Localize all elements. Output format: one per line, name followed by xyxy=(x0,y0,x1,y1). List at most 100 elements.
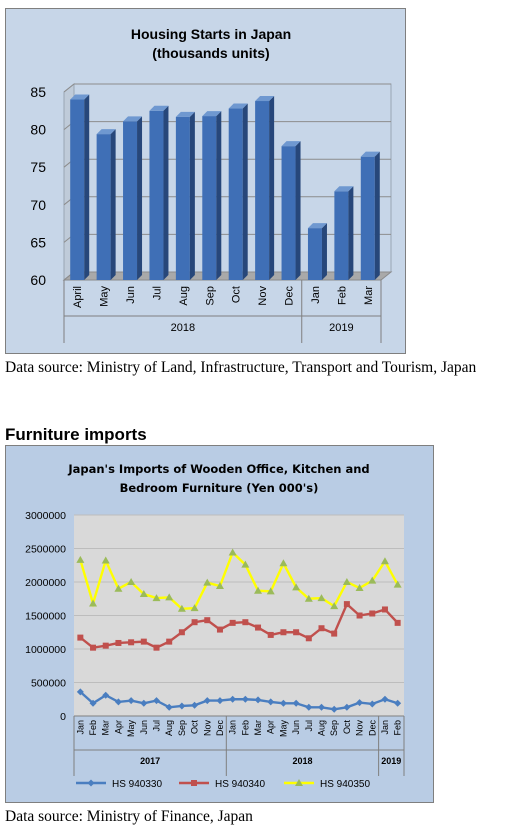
chart2-xtick-label: Apr xyxy=(113,720,123,734)
chart2-point xyxy=(279,559,288,567)
chart1-bar xyxy=(334,191,349,280)
chart1-bar-top xyxy=(360,151,380,157)
chart1-bar xyxy=(202,116,217,281)
chart2-point xyxy=(305,703,313,711)
chart1-bar-top xyxy=(175,111,195,117)
chart1-xtick-label: Sep xyxy=(204,286,216,306)
chart2-point xyxy=(381,606,388,613)
chart1-bar-side xyxy=(242,103,248,280)
chart2-point xyxy=(90,644,97,651)
chart2-point xyxy=(318,625,325,632)
chart1-bar-side xyxy=(137,116,143,280)
chart1-title-line1: Housing Starts in Japan xyxy=(131,26,291,42)
chart2-xtick-label: Jan xyxy=(228,720,238,735)
chart2-point xyxy=(153,644,160,651)
chart2-point xyxy=(76,555,85,563)
chart2-point xyxy=(242,619,249,626)
chart2-point xyxy=(267,631,274,638)
chart2-point xyxy=(165,593,174,601)
chart2-point xyxy=(279,699,287,707)
chart1-bar-top xyxy=(149,105,169,111)
chart2-point xyxy=(101,556,110,564)
chart1-ytick-label: 85 xyxy=(30,84,46,100)
chart2-point xyxy=(369,610,376,617)
chart1-xtick-label: Oct xyxy=(231,286,243,303)
chart2-xtick-label: Nov xyxy=(202,720,212,737)
chart2-point xyxy=(127,578,136,585)
chart2-xtick-label: Dec xyxy=(367,720,377,737)
chart2-point xyxy=(76,688,84,696)
chart1-bar-side xyxy=(374,151,380,280)
chart2-xtick-label: May xyxy=(126,720,136,738)
chart2-xtick-label: Jan xyxy=(380,720,390,735)
chart1-data-source: Data source: Ministry of Land, Infrastru… xyxy=(5,359,477,376)
chart2-point xyxy=(191,780,197,786)
chart2-point xyxy=(177,604,186,612)
chart1-ytick-label: 80 xyxy=(30,122,46,138)
chart2-point xyxy=(343,703,351,711)
chart1-bar xyxy=(149,110,164,280)
chart1-bar xyxy=(255,101,270,280)
chart2-xtick-label: Jun xyxy=(291,720,301,735)
chart2-ytick-label: 1000000 xyxy=(25,644,66,656)
chart2-point xyxy=(305,635,312,642)
chart1-bar-top xyxy=(202,111,222,117)
chart2-point xyxy=(381,695,389,703)
chart1-year-label: 2018 xyxy=(171,322,195,334)
chart2-xtick-label: Aug xyxy=(164,720,174,736)
chart2-point xyxy=(140,699,148,707)
chart2-point xyxy=(343,601,350,608)
chart1-bar-top xyxy=(307,223,327,229)
chart2-point xyxy=(368,576,377,584)
chart2-year-label: 2017 xyxy=(140,756,160,766)
chart2-point xyxy=(216,626,223,633)
chart2-point xyxy=(203,578,212,586)
chart2-point xyxy=(127,697,135,705)
chart1-bar-side xyxy=(321,223,327,280)
chart2-legend-label: HS 940350 xyxy=(320,779,370,790)
chart1-bar xyxy=(281,146,296,280)
chart2-xtick-label: Apr xyxy=(266,720,276,734)
chart2-point xyxy=(266,587,275,595)
chart2-point xyxy=(255,624,262,631)
chart2-point xyxy=(394,699,402,707)
chart2-point xyxy=(330,602,339,610)
chart2-year-label: 2019 xyxy=(381,756,401,766)
chart2-xtick-label: Feb xyxy=(393,720,403,736)
chart2-point xyxy=(152,594,161,602)
chart2-point xyxy=(317,594,326,602)
chart2-point xyxy=(165,703,173,711)
chart2-ytick-label: 1500000 xyxy=(25,611,66,623)
chart2-point xyxy=(295,779,303,786)
chart2-ytick-label: 2500000 xyxy=(25,544,66,556)
chart1-bar xyxy=(123,121,138,280)
chart1-xtick-label: Dec xyxy=(284,286,296,306)
chart2-xtick-label: Feb xyxy=(88,720,98,736)
chart1-ytick-label: 75 xyxy=(30,159,46,175)
chart2-point xyxy=(139,590,148,598)
chart1-bar-top xyxy=(334,186,354,192)
chart2-ytick-label: 500000 xyxy=(31,678,66,690)
chart1-xtick-label: Jun xyxy=(125,286,137,304)
chart2-ytick-label: 0 xyxy=(60,711,66,723)
section-heading: Furniture imports xyxy=(5,425,147,444)
chart1-bar-top xyxy=(228,103,248,109)
chart2-legend-label: HS 940330 xyxy=(112,779,162,790)
chart2-xtick-label: Sep xyxy=(329,720,339,736)
chart1-bar-side xyxy=(163,105,169,280)
chart2-point xyxy=(140,638,147,645)
furniture-imports-svg: Japan's Imports of Wooden Office, Kitche… xyxy=(25,462,405,790)
chart2-point xyxy=(229,619,236,626)
chart1-bar-side xyxy=(348,186,354,280)
chart1-bar xyxy=(96,134,111,280)
chart1-bar-side xyxy=(269,96,275,280)
chart2-point xyxy=(241,695,249,703)
chart2-point xyxy=(89,699,97,707)
chart2-point xyxy=(380,557,389,565)
chart2-xtick-label: Jul xyxy=(152,720,162,732)
chart2-legend-label: HS 940340 xyxy=(215,779,265,790)
chart2-point xyxy=(228,548,237,556)
chart2-title-line2: Bedroom Furniture (Yen 000's) xyxy=(120,481,319,495)
chart2-xtick-label: Feb xyxy=(240,720,250,736)
chart1-bar-top xyxy=(281,141,301,147)
